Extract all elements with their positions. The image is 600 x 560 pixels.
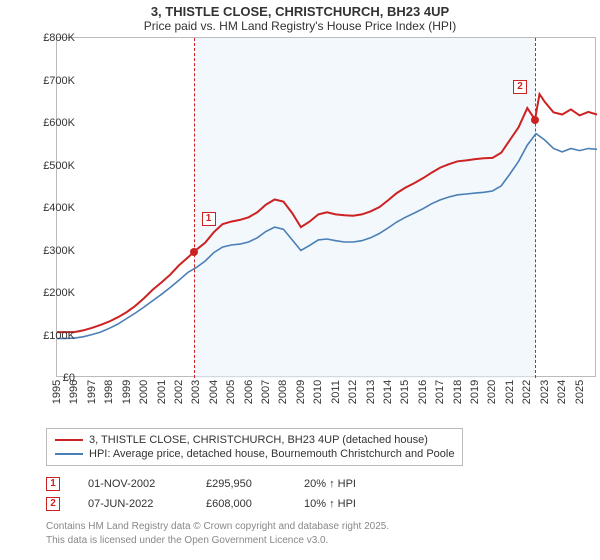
transactions-table: 1 01-NOV-2002 £295,950 20% ↑ HPI 2 07-JU…: [46, 474, 600, 514]
x-tick-label: 2012: [347, 380, 359, 404]
x-tick-label: 2017: [434, 380, 446, 404]
x-tick-label: 2022: [521, 380, 533, 404]
x-tick-label: 2021: [504, 380, 516, 404]
legend-swatch-1: [55, 453, 83, 455]
attribution-footer: Contains HM Land Registry data © Crown c…: [46, 520, 600, 547]
x-tick-label: 2008: [277, 380, 289, 404]
x-tick-label: 2005: [225, 380, 237, 404]
x-tick-label: 2019: [469, 380, 481, 404]
transaction-price: £295,950: [206, 478, 276, 490]
transaction-date: 01-NOV-2002: [88, 478, 178, 490]
legend-label-0: 3, THISTLE CLOSE, CHRISTCHURCH, BH23 4UP…: [89, 434, 428, 446]
x-tick-label: 2025: [574, 380, 586, 404]
marker-label-1: 1: [202, 212, 216, 226]
y-tick-label: £300K: [21, 245, 75, 257]
x-tick-label: 2023: [539, 380, 551, 404]
transaction-marker-2: 2: [46, 497, 60, 511]
title-line1: 3, THISTLE CLOSE, CHRISTCHURCH, BH23 4UP: [0, 4, 600, 19]
title-line2: Price paid vs. HM Land Registry's House …: [0, 19, 600, 33]
x-tick-label: 2015: [399, 380, 411, 404]
footer-line1: Contains HM Land Registry data © Crown c…: [46, 520, 600, 534]
x-tick-label: 2009: [295, 380, 307, 404]
x-tick-label: 2024: [556, 380, 568, 404]
transaction-delta: 10% ↑ HPI: [304, 498, 356, 510]
legend-row: 3, THISTLE CLOSE, CHRISTCHURCH, BH23 4UP…: [55, 433, 454, 447]
chart-title: 3, THISTLE CLOSE, CHRISTCHURCH, BH23 4UP…: [0, 0, 600, 35]
legend-swatch-0: [55, 439, 83, 441]
x-tick-label: 2000: [138, 380, 150, 404]
y-tick-label: £500K: [21, 160, 75, 172]
x-tick-label: 2011: [330, 380, 342, 404]
y-tick-label: £400K: [21, 202, 75, 214]
x-tick-label: 2010: [312, 380, 324, 404]
x-tick-label: 2018: [452, 380, 464, 404]
y-tick-label: £600K: [21, 117, 75, 129]
y-tick-label: £700K: [21, 75, 75, 87]
x-tick-label: 2014: [382, 380, 394, 404]
x-tick-label: 2013: [365, 380, 377, 404]
marker-label-2: 2: [513, 80, 527, 94]
transaction-marker-1: 1: [46, 477, 60, 491]
transaction-date: 07-JUN-2022: [88, 498, 178, 510]
x-tick-label: 2003: [190, 380, 202, 404]
x-tick-label: 2006: [243, 380, 255, 404]
transaction-row: 2 07-JUN-2022 £608,000 10% ↑ HPI: [46, 494, 600, 514]
x-tick-label: 2020: [486, 380, 498, 404]
y-tick-label: £200K: [21, 287, 75, 299]
x-tick-label: 2001: [156, 380, 168, 404]
legend: 3, THISTLE CLOSE, CHRISTCHURCH, BH23 4UP…: [46, 428, 463, 466]
y-tick-label: £100K: [21, 330, 75, 342]
x-tick-label: 2004: [208, 380, 220, 404]
marker-dot-2: [531, 116, 539, 124]
marker-dot-1: [190, 248, 198, 256]
transaction-delta: 20% ↑ HPI: [304, 478, 356, 490]
x-tick-label: 1998: [103, 380, 115, 404]
x-tick-label: 2002: [173, 380, 185, 404]
x-tick-label: 1996: [68, 380, 80, 404]
series-price_paid: [57, 94, 597, 332]
transaction-row: 1 01-NOV-2002 £295,950 20% ↑ HPI: [46, 474, 600, 494]
plot-region: 1 2 £0£100K£200K£300K£400K£500K£600K£700…: [56, 37, 596, 377]
transaction-price: £608,000: [206, 498, 276, 510]
x-tick-label: 2007: [260, 380, 272, 404]
chart-area: 1 2 £0£100K£200K£300K£400K£500K£600K£700…: [36, 37, 596, 402]
footer-line2: This data is licensed under the Open Gov…: [46, 534, 600, 548]
x-tick-label: 1999: [121, 380, 133, 404]
x-tick-label: 2016: [417, 380, 429, 404]
legend-row: HPI: Average price, detached house, Bour…: [55, 447, 454, 461]
x-tick-label: 1995: [51, 380, 63, 404]
y-tick-label: £0: [21, 372, 75, 384]
y-tick-label: £800K: [21, 32, 75, 44]
legend-label-1: HPI: Average price, detached house, Bour…: [89, 448, 454, 460]
x-tick-label: 1997: [86, 380, 98, 404]
series-hpi: [57, 134, 597, 339]
